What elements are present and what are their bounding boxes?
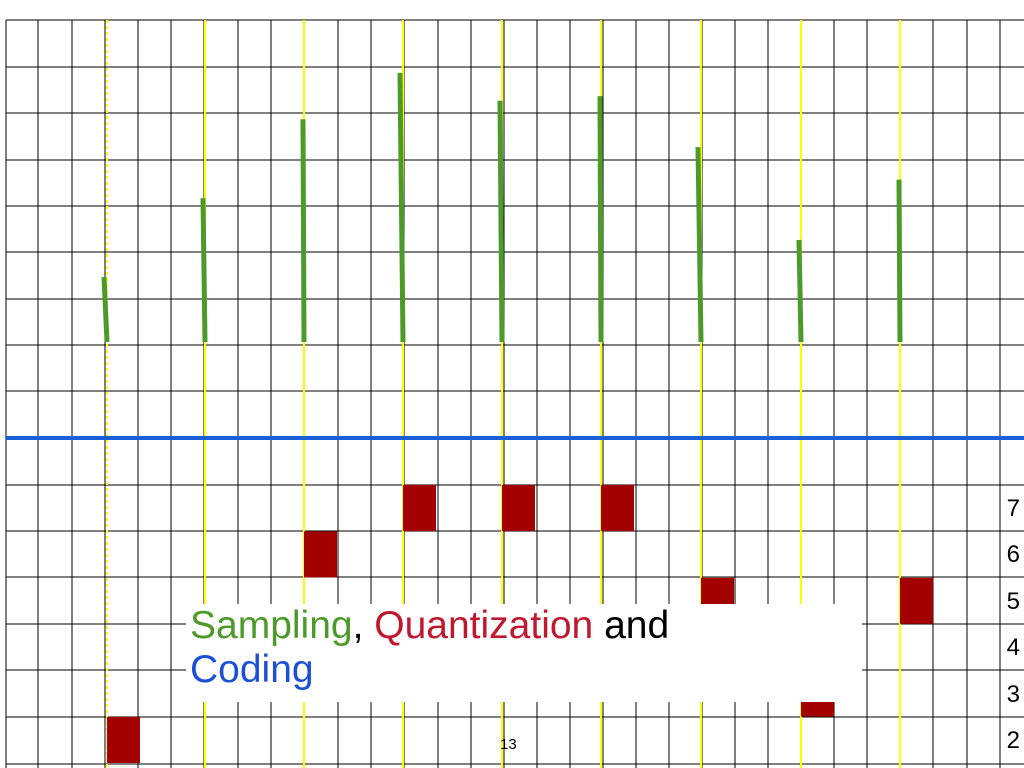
quantized-block [900,577,933,624]
title-comma: , [352,604,375,647]
level-label: 7 [1006,495,1020,522]
slide-title: Sampling, Quantization and Coding [186,604,862,702]
sample-bar [397,72,406,343]
title-sampling: Sampling [190,604,353,647]
sample-bar [597,96,604,343]
sample-bar [695,147,704,343]
quantized-block [403,485,436,531]
sample-bar [796,239,804,343]
quantized-block [107,717,140,763]
sample-bar [101,276,110,343]
quantized-block [502,485,535,531]
sample-bar [896,179,903,343]
sample-bar [300,119,307,343]
title-and: and [593,604,670,647]
sample-bar [497,100,505,343]
quantized-block [601,485,634,531]
page-number: 13 [500,736,517,753]
level-label: 5 [1006,587,1020,615]
quantized-block [304,531,337,578]
title-coding: Coding [190,648,314,691]
sample-bar [200,198,208,343]
level-label: 6 [1006,541,1020,569]
level-label: 4 [1006,634,1020,662]
level-label: 2 [1006,727,1020,754]
title-quantization: Quantization [374,604,594,647]
level-label: 3 [1006,680,1020,708]
samples [101,72,903,343]
